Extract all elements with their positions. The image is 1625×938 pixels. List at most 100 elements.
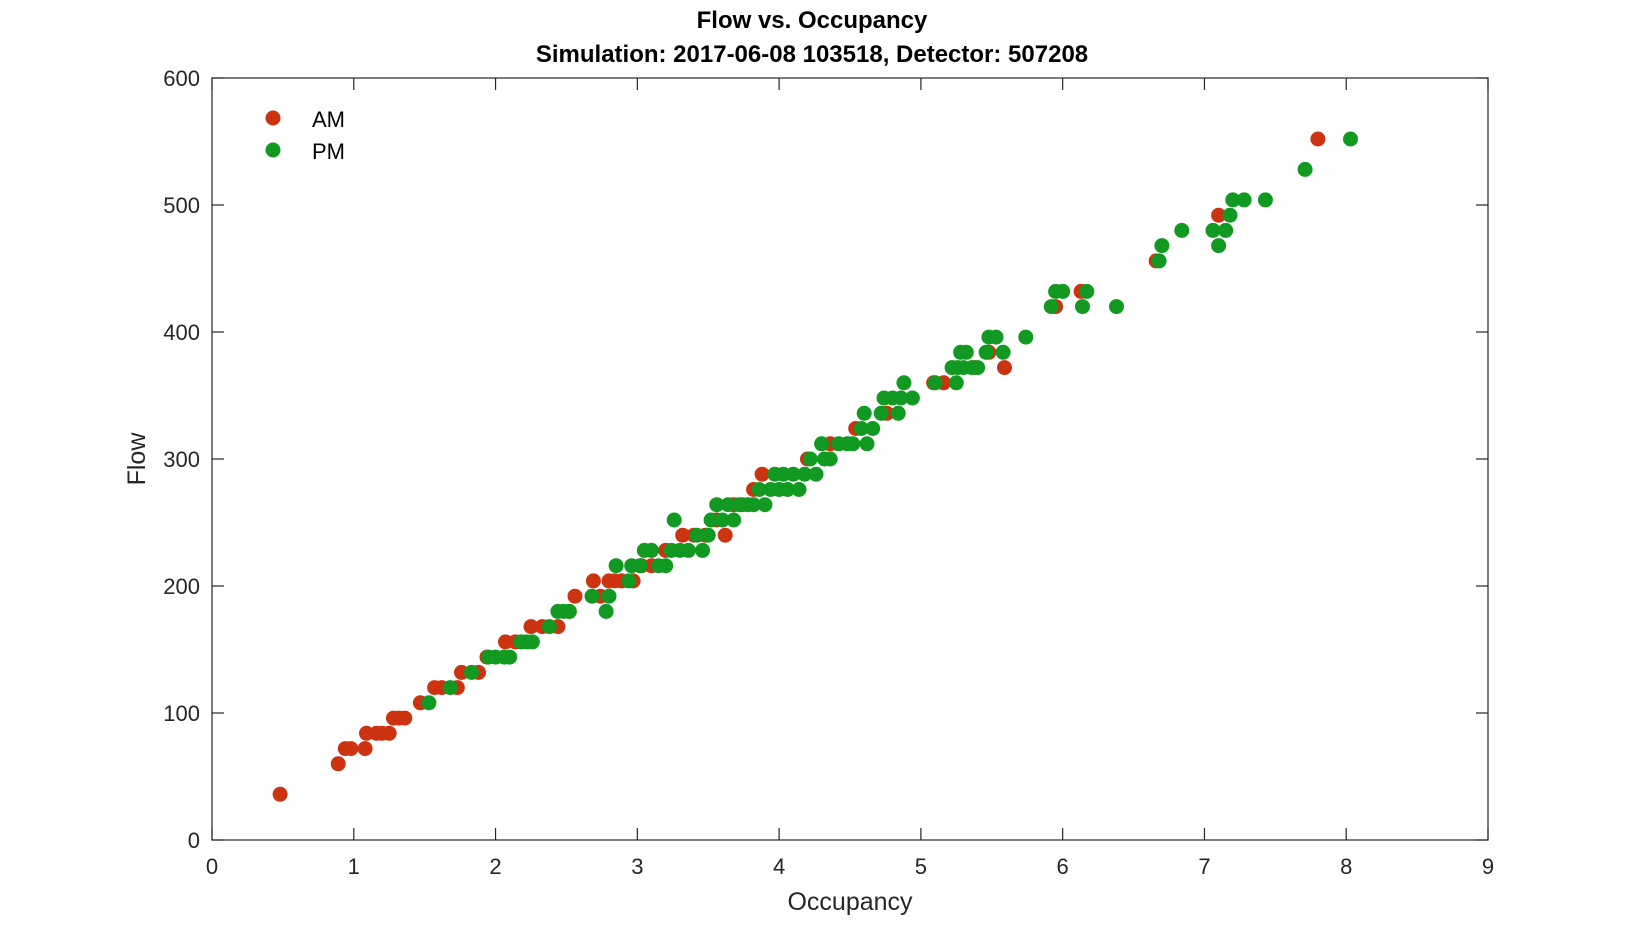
data-point-pm [1109, 299, 1124, 315]
data-point-pm [1297, 161, 1313, 177]
data-point-pm [714, 512, 730, 528]
data-point-pm [632, 558, 648, 574]
data-point-pm [927, 375, 943, 391]
y-tick-label: 0 [188, 828, 200, 853]
data-point-pm [658, 558, 674, 574]
data-point-pm [814, 436, 830, 452]
data-point-pm [970, 360, 986, 376]
data-point-pm [859, 436, 875, 452]
data-point-pm [751, 482, 767, 497]
data-point-pm [464, 664, 479, 680]
data-point-pm [1055, 283, 1071, 299]
data-point-pm [1079, 283, 1095, 299]
data-point-pm [608, 558, 624, 574]
data-point-pm [904, 390, 920, 406]
data-point-am [343, 741, 359, 757]
data-point-pm [896, 375, 912, 391]
x-tick-label: 7 [1198, 854, 1210, 879]
data-point-pm [853, 421, 869, 436]
y-tick-label: 300 [163, 447, 200, 472]
data-point-pm [1205, 222, 1221, 238]
data-point-pm [1174, 222, 1190, 238]
data-point-am [330, 756, 346, 772]
data-point-pm [598, 603, 614, 619]
y-tick-label: 100 [163, 701, 200, 726]
data-point-pm [780, 482, 796, 497]
data-point-pm [1222, 207, 1238, 223]
data-point-am [675, 527, 691, 543]
chart-subtitle: Simulation: 2017-06-08 103518, Detector:… [536, 41, 1088, 68]
data-point-am [754, 466, 770, 482]
data-point-pm [948, 375, 964, 391]
data-point-am [357, 741, 373, 757]
data-point-pm [541, 619, 557, 635]
data-point-am [585, 573, 601, 589]
data-point-pm [845, 436, 861, 452]
data-point-pm [695, 542, 711, 558]
data-point-pm [601, 588, 617, 604]
data-points [272, 131, 1358, 802]
data-point-pm [720, 497, 736, 513]
data-point-pm [1151, 253, 1167, 269]
x-tick-label: 0 [206, 854, 218, 879]
data-point-pm [1043, 299, 1059, 315]
data-point-pm [584, 588, 600, 604]
data-point-pm [680, 542, 696, 558]
y-tick-label: 400 [163, 320, 200, 345]
x-tick-label: 9 [1482, 854, 1494, 879]
data-point-pm [1257, 192, 1273, 208]
data-point-pm [988, 329, 1004, 345]
x-tick-label: 3 [631, 854, 643, 879]
data-point-pm [995, 344, 1011, 360]
data-point-pm [873, 405, 889, 421]
data-point-pm [621, 573, 637, 589]
y-axis-label: Flow [123, 432, 151, 486]
data-point-am [523, 619, 539, 635]
data-point-pm [893, 390, 909, 406]
data-point-pm [1225, 192, 1241, 208]
data-point-pm [785, 466, 801, 482]
data-point-pm [856, 405, 872, 421]
axis-ticks: 0 1 2 3 4 5 6 7 8 9 0 100 200 300 400 500 600 [163, 66, 1494, 879]
data-point-pm [524, 634, 540, 650]
data-point-am [997, 360, 1012, 376]
data-point-pm [561, 603, 577, 619]
legend-label-am: AM [312, 107, 345, 132]
data-point-am [397, 710, 413, 726]
legend-marker-pm [265, 142, 281, 158]
data-point-pm [1218, 222, 1234, 238]
y-tick-label: 600 [163, 66, 200, 91]
x-tick-label: 2 [489, 854, 501, 879]
y-tick-label: 500 [163, 193, 200, 218]
data-point-pm [802, 451, 818, 467]
x-tick-label: 1 [348, 854, 360, 879]
data-point-am [717, 527, 733, 543]
plot-area-frame [211, 77, 1489, 841]
data-point-pm [703, 512, 719, 528]
data-point-pm [1018, 329, 1034, 345]
x-axis-label: Occupancy [787, 888, 913, 916]
x-tick-label: 8 [1340, 854, 1352, 879]
data-point-pm [822, 451, 838, 467]
data-point-pm [757, 497, 773, 513]
data-point-pm [709, 497, 725, 513]
data-point-am [1211, 207, 1227, 223]
x-tick-label: 4 [773, 854, 785, 879]
data-point-pm [808, 466, 824, 482]
legend-marker-am [265, 110, 281, 126]
data-point-pm [1075, 299, 1090, 315]
data-point-pm [502, 649, 518, 665]
x-tick-label: 6 [1057, 854, 1069, 879]
data-point-pm [890, 405, 906, 421]
series-pm [421, 131, 1358, 711]
data-point-am [272, 786, 288, 802]
data-point-am [381, 725, 397, 741]
data-point-pm [700, 527, 716, 543]
data-point-pm [746, 497, 762, 513]
data-point-pm [666, 512, 682, 528]
data-point-pm [791, 482, 807, 497]
data-point-pm [1154, 238, 1170, 254]
data-point-pm [978, 344, 994, 360]
x-tick-label: 5 [915, 854, 927, 879]
